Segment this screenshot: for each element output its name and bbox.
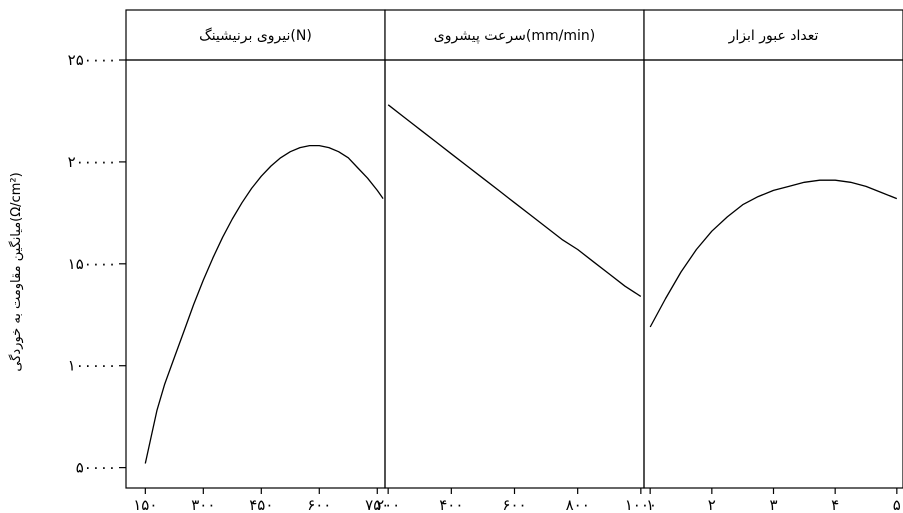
panel-title: تعداد عبور ابزار [728, 28, 819, 44]
y-tick-label: ۵۰۰۰۰ [76, 459, 116, 477]
panel-header [643, 9, 903, 61]
panel-1: نیروی برنیشینگ(N) ۱۵۰ ۳۰۰ ۴۵۰ ۶۰۰ ۷۵۰ [125, 9, 389, 513]
x-tick-label: ۲ [708, 496, 716, 513]
panel-title: نیروی برنیشینگ(N) [199, 27, 312, 44]
panel-frame [643, 59, 903, 489]
y-tick-label: ۲۵۰۰۰۰ [68, 51, 116, 69]
x-tick-label: ۱۰۰۰ [625, 496, 657, 513]
series-line [649, 179, 898, 328]
x-tick-label: ۳ [769, 496, 777, 513]
x-tick-label: ۶۰۰ [307, 496, 331, 513]
y-tick-label: ۱۰۰۰۰۰ [68, 357, 116, 375]
y-axis: ۵۰۰۰۰ ۱۰۰۰۰۰ ۱۵۰۰۰۰ ۲۰۰۰۰۰ ۲۵۰۰۰۰ [68, 51, 126, 477]
x-tick-label: ۴۰۰ [439, 496, 463, 513]
y-tick-label: ۲۰۰۰۰۰ [68, 153, 116, 171]
x-tick-label: ۶۰۰ [502, 496, 526, 513]
panel-header [125, 9, 386, 61]
x-tick-label: ۵ [893, 496, 901, 513]
x-tick-label: ۴۵۰ [249, 496, 273, 513]
series-line [144, 144, 384, 464]
panel-frame [125, 59, 386, 489]
panel-2: سرعت پیشروی(mm/min) ۲۰۰ ۴۰۰ ۶۰۰ ۸۰۰ ۱۰۰۰ [376, 9, 657, 513]
x-tick-label: ۴ [831, 496, 839, 513]
x-tick-label: ۱۵۰ [133, 496, 157, 513]
series-line [387, 104, 642, 297]
x-tick-label: ۸۰۰ [566, 496, 590, 513]
panel-header [384, 9, 645, 61]
x-tick-label: ۱ [646, 496, 654, 513]
x-tick-label: ۳۰۰ [191, 496, 215, 513]
y-tick-label: ۱۵۰۰۰۰ [68, 255, 116, 273]
y-axis-title: میانگین مقاومت به خوردگی(Ω/cm²) [8, 172, 24, 371]
panel-title: سرعت پیشروی(mm/min) [434, 28, 595, 44]
panel-3: تعداد عبور ابزار ۱ ۲ ۳ ۴ ۵ [643, 9, 903, 513]
x-tick-label: ۲۰۰ [376, 496, 400, 513]
x-tick-label: ۷۵۰ [365, 496, 389, 513]
panel-frame [384, 59, 645, 489]
